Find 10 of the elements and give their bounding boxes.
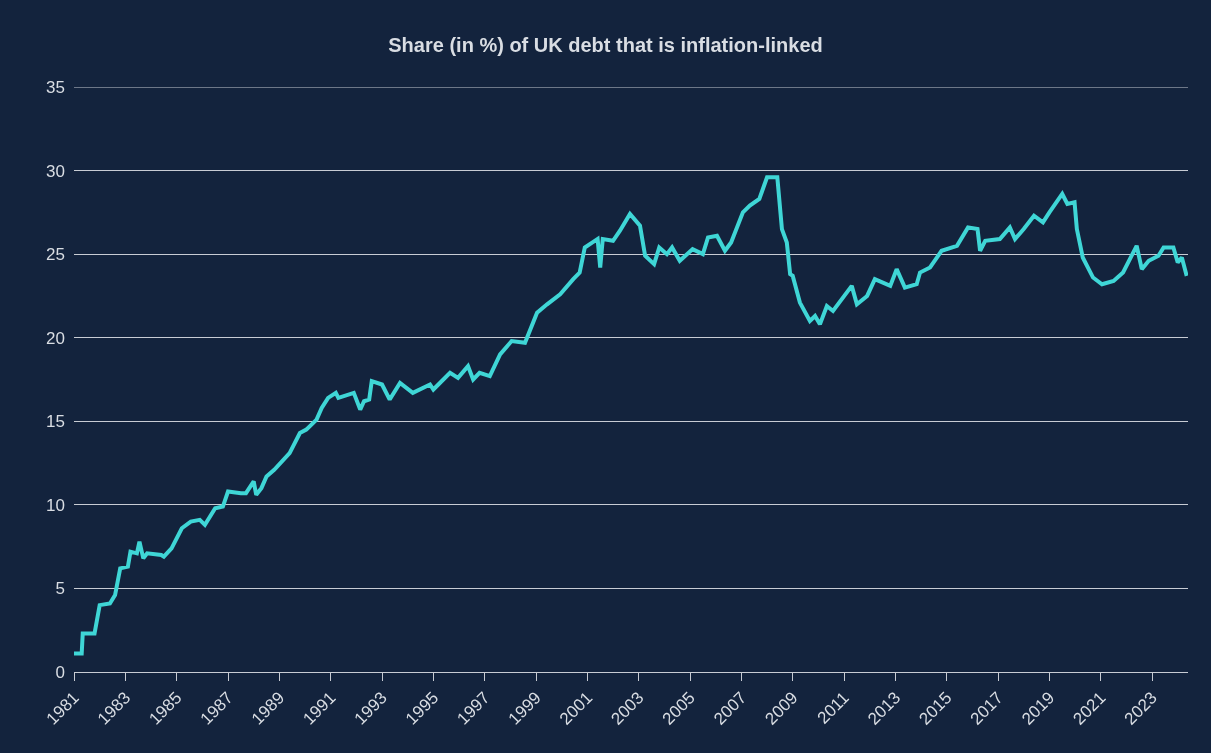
line-series xyxy=(74,175,1188,656)
y-tick-label: 35 xyxy=(46,77,65,97)
y-tick-label: 0 xyxy=(55,662,65,682)
chart-title: Share (in %) of UK debt that is inflation-linked xyxy=(388,34,823,56)
y-tick-label: 10 xyxy=(46,495,65,515)
y-tick-label: 30 xyxy=(46,161,65,181)
y-tick-label: 15 xyxy=(46,412,65,432)
y-tick-label: 20 xyxy=(46,328,65,348)
y-tick-label: 5 xyxy=(55,579,65,599)
y-tick-label: 25 xyxy=(46,245,65,265)
